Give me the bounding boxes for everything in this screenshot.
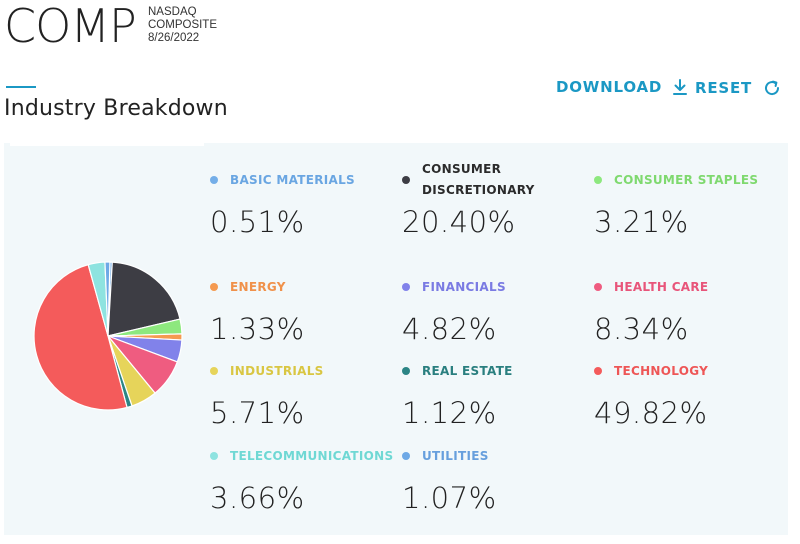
- pie-slice-technology[interactable]: [33, 263, 128, 411]
- pie-slice-consumer-discretionary[interactable]: [107, 261, 181, 337]
- legend-head: FINANCIALS: [402, 266, 582, 308]
- pie-slice-utilities[interactable]: [104, 261, 111, 337]
- legend-item-consumer-discretionary: CONSUMER DISCRETIONARY 20.40%: [402, 159, 582, 239]
- legend-color-dot: [210, 176, 218, 184]
- legend-value: 20.40%: [402, 205, 516, 239]
- legend-item-basic-materials: BASIC MATERIALS 0.51%: [210, 159, 390, 239]
- industry-pie-chart: [33, 261, 183, 411]
- section-title: Industry Breakdown: [4, 96, 228, 121]
- legend-color-dot: [210, 283, 218, 291]
- legend-label: FINANCIALS: [422, 279, 506, 294]
- legend-label: ENERGY: [230, 279, 286, 294]
- legend-value: 3.66%: [210, 481, 305, 515]
- legend-value: 1.07%: [402, 481, 497, 515]
- reset-label: RESET: [695, 79, 753, 97]
- legend-label: HEALTH CARE: [614, 279, 709, 294]
- legend-label: TECHNOLOGY: [614, 363, 709, 378]
- panel-tab-strip: [10, 126, 204, 146]
- index-name-line2: COMPOSITE: [148, 19, 218, 31]
- reset-icon: [762, 78, 782, 98]
- legend-item-industrials: INDUSTRIALS 5.71%: [210, 350, 390, 430]
- ticker-symbol: COMP: [4, 0, 137, 53]
- legend-color-dot: [594, 176, 602, 184]
- legend-value: 1.33%: [210, 312, 305, 346]
- legend-head: BASIC MATERIALS: [210, 159, 390, 201]
- reset-button[interactable]: RESET: [695, 78, 782, 98]
- legend-color-dot: [402, 283, 410, 291]
- index-name-line1: NASDAQ: [148, 6, 197, 18]
- legend-item-telecommunications: TELECOMMUNICATIONS 3.66%: [210, 435, 394, 515]
- legend-head: ENERGY: [210, 266, 390, 308]
- legend-label: INDUSTRIALS: [230, 363, 324, 378]
- legend-item-health-care: HEALTH CARE 8.34%: [594, 266, 774, 346]
- legend-value: 0.51%: [210, 205, 305, 239]
- legend-head: REAL ESTATE: [402, 350, 582, 392]
- legend-color-dot: [210, 452, 218, 460]
- legend-label: REAL ESTATE: [422, 363, 513, 378]
- index-meta: NASDAQ COMPOSITE 8/26/2022: [148, 6, 217, 45]
- legend-item-utilities: UTILITIES 1.07%: [402, 435, 582, 515]
- legend-value: 3.21%: [594, 205, 689, 239]
- download-icon: [672, 78, 688, 96]
- legend-value: 8.34%: [594, 312, 689, 346]
- legend-item-technology: TECHNOLOGY 49.82%: [594, 350, 774, 430]
- legend-label: TELECOMMUNICATIONS: [230, 448, 394, 463]
- legend-label: BASIC MATERIALS: [230, 172, 355, 187]
- download-button[interactable]: DOWNLOAD: [556, 78, 688, 96]
- legend-color-dot: [402, 367, 410, 375]
- legend-label: CONSUMER STAPLES: [614, 172, 759, 187]
- legend-value: 5.71%: [210, 396, 305, 430]
- legend-head: INDUSTRIALS: [210, 350, 390, 392]
- legend-color-dot: [210, 367, 218, 375]
- legend-value: 1.12%: [402, 396, 497, 430]
- legend-item-financials: FINANCIALS 4.82%: [402, 266, 582, 346]
- as-of-date: 8/26/2022: [148, 32, 200, 44]
- legend-head: HEALTH CARE: [594, 266, 774, 308]
- legend-head: TECHNOLOGY: [594, 350, 774, 392]
- legend-item-consumer-staples: CONSUMER STAPLES 3.21%: [594, 159, 774, 239]
- legend-color-dot: [402, 176, 410, 184]
- legend-value: 4.82%: [402, 312, 497, 346]
- legend-item-energy: ENERGY 1.33%: [210, 266, 390, 346]
- section-accent-rule: [6, 86, 36, 88]
- legend-label: UTILITIES: [422, 448, 489, 463]
- legend-head: CONSUMER STAPLES: [594, 159, 774, 201]
- legend-color-dot: [594, 283, 602, 291]
- legend-item-real-estate: REAL ESTATE 1.12%: [402, 350, 582, 430]
- legend-color-dot: [402, 452, 410, 460]
- legend-head: UTILITIES: [402, 435, 582, 477]
- legend-color-dot: [594, 367, 602, 375]
- legend-label: CONSUMER DISCRETIONARY: [422, 162, 535, 197]
- download-label: DOWNLOAD: [556, 78, 663, 96]
- legend-head: TELECOMMUNICATIONS: [210, 435, 394, 477]
- legend-value: 49.82%: [594, 396, 708, 430]
- legend-head: CONSUMER DISCRETIONARY: [402, 159, 582, 201]
